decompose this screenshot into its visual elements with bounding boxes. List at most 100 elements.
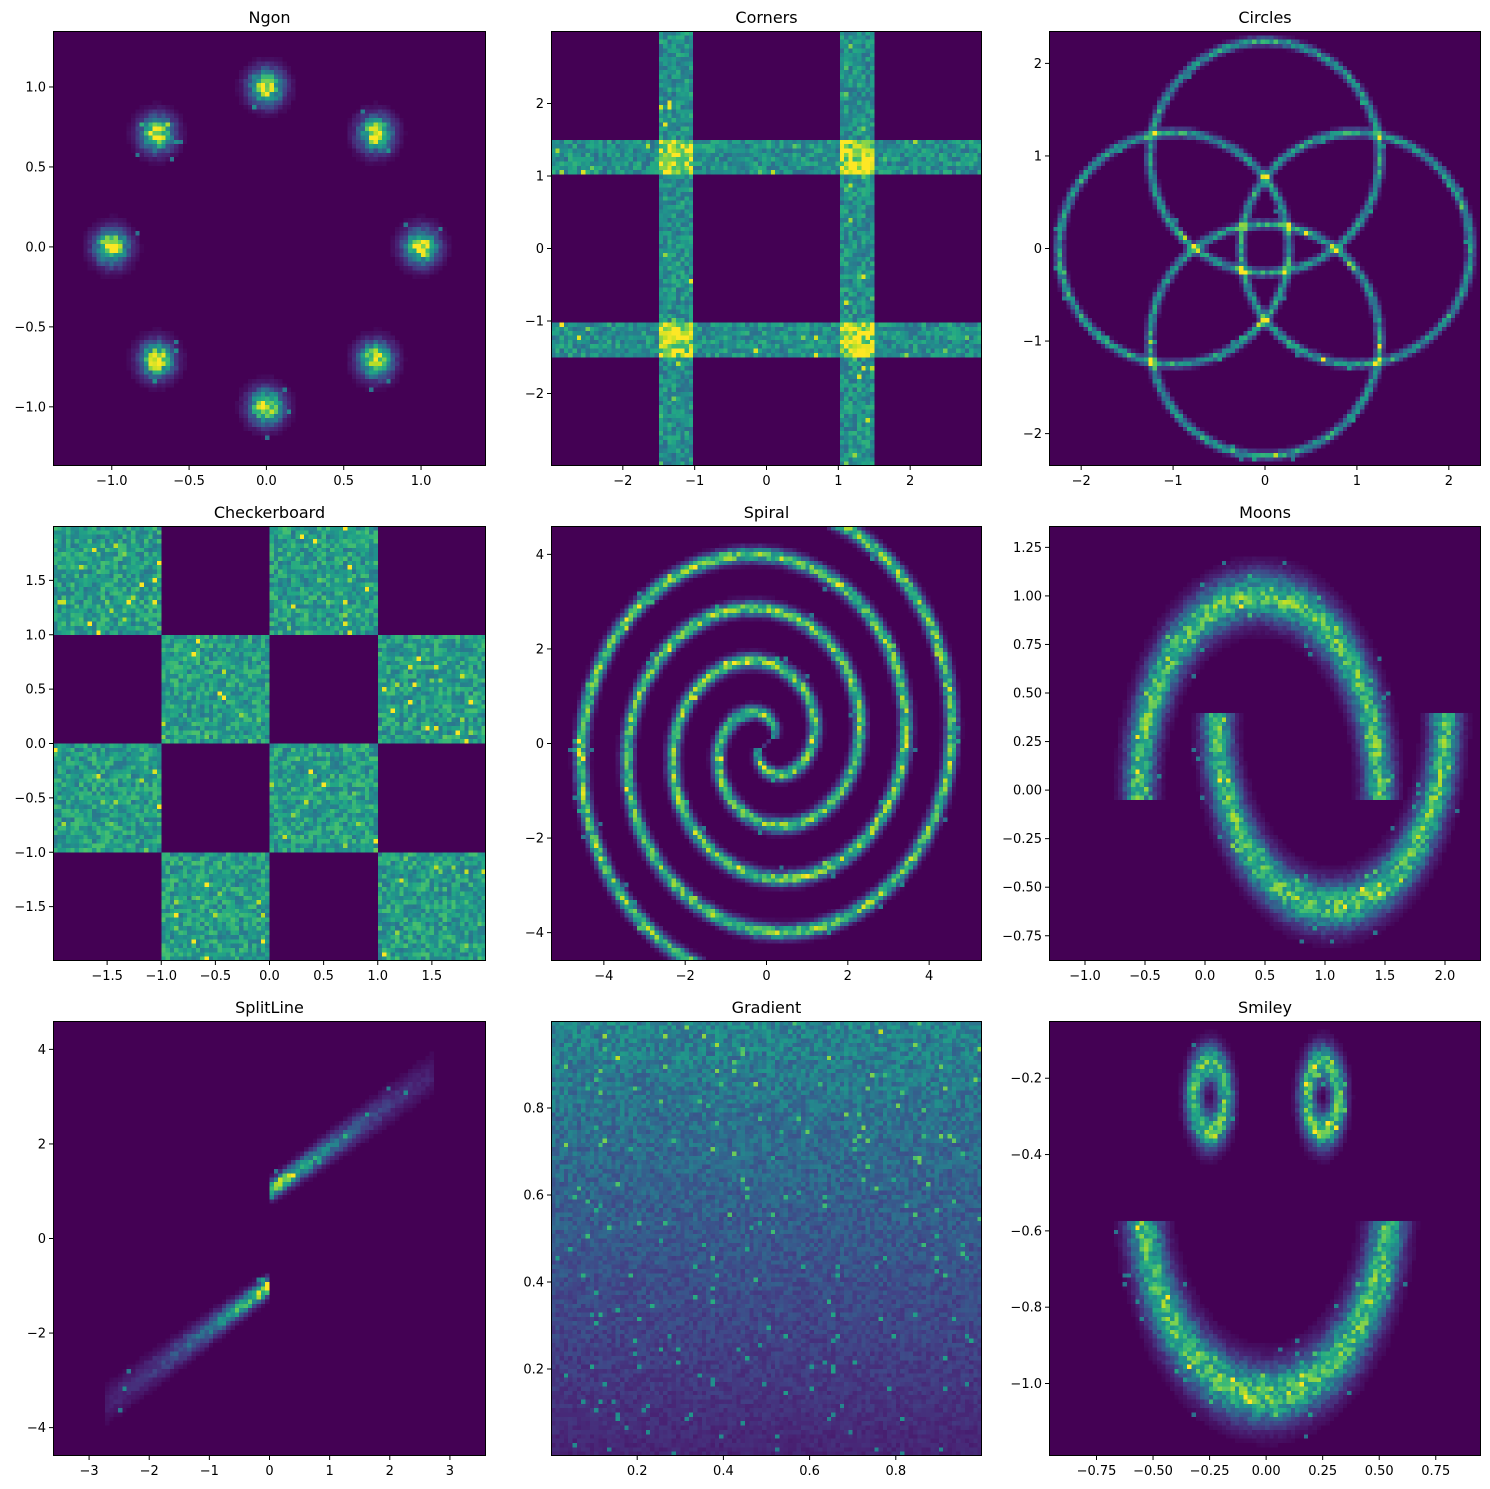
x-tick-label: 1	[1353, 474, 1361, 489]
x-tick-label: −0.5	[200, 969, 232, 984]
x-tick-label: 3	[446, 1464, 454, 1479]
x-tick-label: 0.0	[259, 969, 280, 984]
y-tick-label: 0.75	[1013, 638, 1042, 653]
x-tick-label: 0.5	[313, 969, 334, 984]
heatmap-ngon	[53, 31, 486, 466]
x-tick-label: 0.6	[799, 1464, 820, 1479]
y-tick-label: 0	[536, 242, 544, 257]
y-tick-label: 4	[536, 548, 544, 563]
panel-title: Circles	[1238, 8, 1291, 27]
y-tick-label: 0.6	[523, 1189, 544, 1204]
y-tick-label: 2	[536, 642, 544, 657]
x-tick-label: −0.5	[173, 474, 205, 489]
x-tick-label: 2	[1445, 474, 1453, 489]
x-tick-label: −0.5	[1129, 969, 1161, 984]
y-tick-label: 1.25	[1013, 541, 1042, 556]
x-tick-label: −0.25	[1190, 1464, 1230, 1479]
y-tick-label: −0.4	[1010, 1148, 1042, 1163]
panel-corners: Corners −2 −1 0 1 2 −2 −1 0 1 2	[525, 8, 982, 489]
axes-frame	[1049, 1021, 1481, 1456]
y-tick-label: −4	[525, 926, 544, 941]
y-tick-label: 0.8	[523, 1102, 544, 1117]
x-tick-label: −2	[1072, 474, 1091, 489]
panel-ngon: Ngon −1.0 −0.5 0.0 0.5 1.0 −1.0 −0.5 0.0 0.5 1.0	[14, 8, 486, 489]
panel-title: SplitLine	[235, 998, 304, 1017]
y-tick-label: 0.2	[523, 1363, 544, 1378]
x-tick-label: −3	[79, 1464, 98, 1479]
x-tick-label: 0	[265, 1464, 273, 1479]
axes-frame	[551, 1021, 982, 1456]
x-tick-label: −1.5	[91, 969, 123, 984]
x-tick-label: 0.0	[256, 474, 277, 489]
axes-frame	[53, 1021, 486, 1456]
y-tick-label: −2	[1023, 427, 1042, 442]
panel-smiley: Smiley −0.75 −0.50 −0.25 0.00 0.25 0.50 0.75 −1.…	[1010, 998, 1481, 1479]
x-tick-label: 0.75	[1421, 1464, 1450, 1479]
panel-moons: Moons −1.0 −0.5 0.0 0.5 1.0 1.5 2.0 −0.75 −0.50 −0…	[1002, 503, 1481, 984]
x-tick-label: 0.5	[333, 474, 354, 489]
y-tick-label: −1	[525, 315, 544, 330]
x-tick-label: 1	[834, 474, 842, 489]
panel-spiral: Spiral −4 −2 0 2 4 −4 −2 0 2 4	[525, 503, 982, 984]
x-tick-label: 1	[325, 1464, 333, 1479]
axes-frame	[551, 31, 982, 466]
x-tick-label: −2	[613, 474, 632, 489]
panel-circles: Circles −2 −1 0 1 2 −2 −1 0 1 2	[1023, 8, 1481, 489]
x-tick-label: 1.0	[1315, 969, 1336, 984]
y-tick-label: −0.2	[1010, 1072, 1042, 1087]
panel-title: Checkerboard	[214, 503, 325, 522]
y-tick-label: 0.0	[25, 737, 46, 752]
x-tick-label: −1	[1163, 474, 1182, 489]
y-tick-label: −0.25	[1002, 832, 1042, 847]
y-tick-label: −0.50	[1002, 881, 1042, 896]
y-tick-label: −0.8	[1010, 1301, 1042, 1316]
heatmap-spiral	[551, 526, 982, 961]
x-tick-label: −1.0	[145, 969, 177, 984]
y-tick-label: 1.5	[25, 574, 46, 589]
y-tick-label: 1	[1034, 149, 1042, 164]
axes-frame	[1049, 526, 1481, 961]
y-tick-label: 1.0	[25, 80, 46, 95]
y-tick-label: 2	[38, 1137, 46, 1152]
x-tick-label: 2	[844, 969, 852, 984]
y-tick-label: −2	[525, 832, 544, 847]
axes-frame	[1049, 31, 1481, 466]
y-tick-label: −0.5	[14, 791, 46, 806]
y-tick-label: 1	[536, 170, 544, 185]
y-tick-label: −0.5	[14, 320, 46, 335]
x-tick-label: −0.50	[1133, 1464, 1173, 1479]
x-tick-label: 0.8	[885, 1464, 906, 1479]
x-tick-label: 0.50	[1365, 1464, 1394, 1479]
panel-title: Spiral	[744, 503, 790, 522]
x-tick-label: 0.4	[713, 1464, 734, 1479]
heatmap-corners	[551, 31, 982, 466]
panel-title: Smiley	[1238, 998, 1292, 1017]
x-tick-label: 0.5	[1255, 969, 1276, 984]
axes-frame	[53, 31, 486, 466]
y-tick-label: −4	[27, 1421, 46, 1436]
x-tick-label: −0.75	[1077, 1464, 1117, 1479]
x-tick-label: −4	[594, 969, 613, 984]
y-tick-label: −1.5	[14, 900, 46, 915]
x-tick-label: 2	[906, 474, 914, 489]
x-tick-label: 0.2	[627, 1464, 648, 1479]
x-tick-label: 1.5	[1375, 969, 1396, 984]
x-tick-label: −1.0	[1069, 969, 1101, 984]
y-tick-label: 0.4	[523, 1276, 544, 1291]
x-tick-label: 0	[1261, 474, 1269, 489]
panel-checkerboard: Checkerboard −1.5 −1.0 −0.5 0.0 0.5 1.0 1.5 −1.5…	[14, 503, 486, 984]
x-tick-label: −1.0	[96, 474, 128, 489]
x-tick-label: 0	[762, 474, 770, 489]
y-tick-label: −1.0	[1010, 1377, 1042, 1392]
x-tick-label: 0.25	[1308, 1464, 1337, 1479]
axes-frame	[551, 526, 982, 961]
heatmap-gradient	[551, 1021, 982, 1456]
x-tick-label: 0.0	[1195, 969, 1216, 984]
y-tick-label: −2	[27, 1327, 46, 1342]
x-tick-label: 1.0	[367, 969, 388, 984]
x-tick-label: 1.5	[422, 969, 443, 984]
y-tick-label: −0.6	[1010, 1224, 1042, 1239]
y-tick-label: 0.0	[25, 240, 46, 255]
panel-title: Corners	[735, 8, 797, 27]
